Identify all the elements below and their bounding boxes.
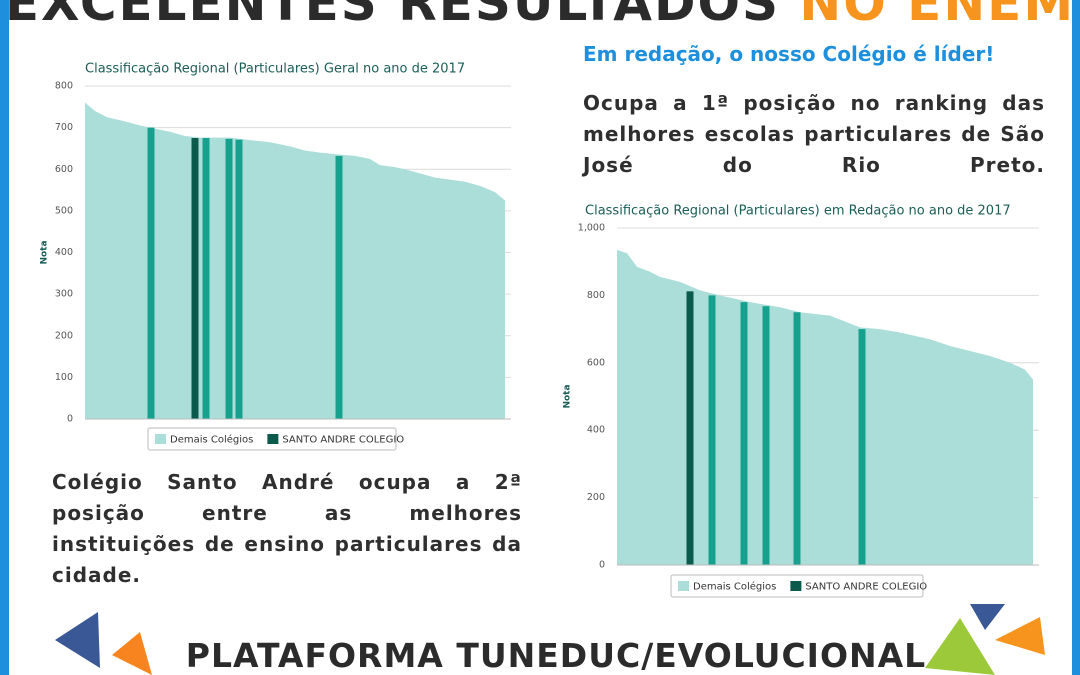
y-tick-label: 300: [55, 289, 73, 300]
decor-triangle: [995, 617, 1045, 655]
border: [1072, 0, 1080, 675]
bar: [191, 138, 199, 419]
bar: [235, 139, 243, 420]
header: EXCELENTES RESULTADOS NO ENEM: [0, 0, 1080, 32]
bar: [793, 312, 801, 565]
y-tick-label: 100: [55, 372, 73, 383]
y-axis-label: Nota: [563, 384, 573, 408]
y-tick-label: 800: [55, 81, 73, 92]
legend-swatch: [155, 434, 166, 444]
decor-triangle: [112, 632, 152, 675]
bar: [202, 138, 210, 419]
bar: [147, 127, 155, 419]
legend-label: Demais Colégios: [693, 581, 776, 593]
legend-label: SANTO ANDRE COLEGIO: [282, 435, 404, 446]
legend-swatch: [267, 434, 279, 444]
bar: [335, 155, 343, 419]
decor-triangle: [970, 604, 1005, 630]
bar: [740, 302, 748, 565]
legend-label: Demais Colégios: [170, 434, 253, 446]
y-axis-label: Nota: [40, 240, 50, 264]
y-tick-label: 1,000: [578, 223, 605, 234]
y-tick-label: 500: [55, 205, 73, 216]
footer: PLATAFORMA TUNEDUC/EVOLUCIONAL: [185, 636, 927, 675]
area: [85, 102, 505, 420]
y-tick-label: 200: [55, 330, 73, 341]
bar: [225, 138, 233, 419]
y-tick-label: 700: [55, 122, 73, 133]
title-highlight: NO ENEM: [799, 0, 1076, 32]
legend-swatch: [790, 581, 802, 591]
y-tick-label: 600: [587, 357, 605, 368]
bar: [708, 295, 716, 565]
legend-swatch: [678, 581, 689, 591]
border: [0, 0, 9, 675]
y-tick-label: 0: [67, 414, 73, 425]
area: [617, 249, 1033, 565]
y-tick-label: 600: [55, 164, 73, 175]
y-tick-label: 800: [587, 290, 605, 301]
paragraph: Colégio Santo André ocupa a 2ª posição e…: [52, 470, 522, 587]
bar: [686, 291, 694, 565]
y-tick-label: 200: [587, 492, 605, 503]
chart-title: Classificação Regional (Particulares) em…: [585, 204, 1011, 219]
y-tick-label: 0: [599, 560, 605, 571]
decor-triangle: [925, 618, 995, 675]
heading: Em redação, o nosso Colégio é líder!: [583, 42, 995, 66]
bar: [858, 329, 866, 565]
y-tick-label: 400: [55, 247, 73, 258]
title: EXCELENTES RESULTADOS: [4, 0, 780, 32]
paragraph: Ocupa a 1ª posição no ranking das melhor…: [583, 91, 1045, 177]
bar: [762, 306, 770, 565]
decor-triangle: [55, 612, 100, 668]
y-tick-label: 400: [587, 425, 605, 436]
legend-label: SANTO ANDRE COLEGIO: [805, 582, 927, 593]
chart-title: Classificação Regional (Particulares) Ge…: [85, 62, 465, 77]
